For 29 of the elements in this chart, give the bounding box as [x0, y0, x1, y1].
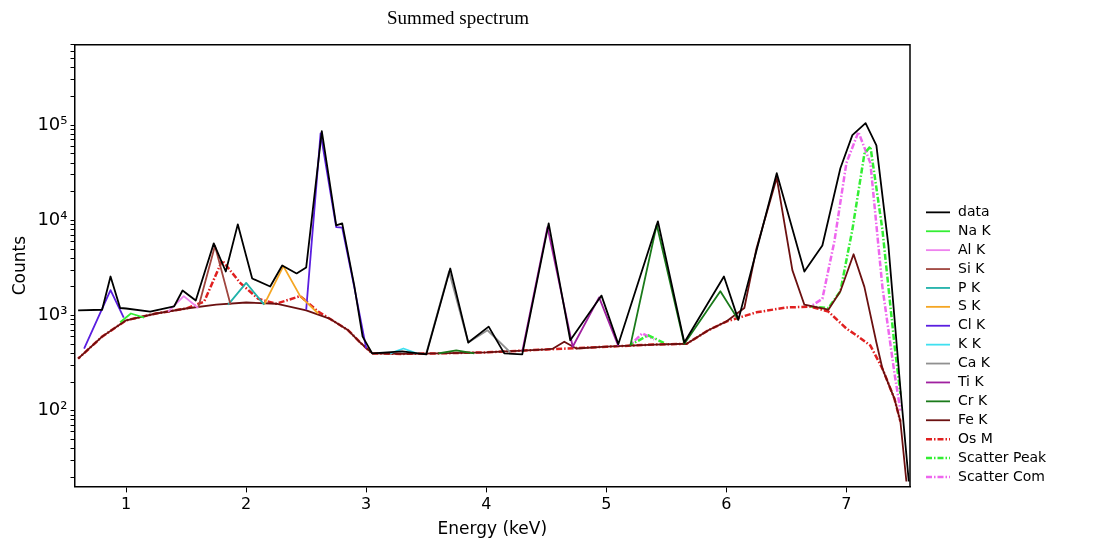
legend-label: Ti K: [957, 373, 985, 390]
x-axis-title: Energy (keV): [437, 518, 548, 539]
legend-label: Scatter Peak: [958, 448, 1048, 465]
x-tick-label: 7: [841, 494, 852, 514]
legend-label: data: [958, 202, 990, 219]
x-tick-label: 2: [241, 494, 252, 514]
y-axis-title: Counts: [8, 235, 29, 296]
x-tick-label: 6: [721, 494, 732, 514]
legend-label: P K: [958, 278, 981, 295]
x-tick-label: 3: [361, 494, 372, 514]
legend-label: Na K: [958, 221, 992, 238]
legend-label: Al K: [958, 240, 986, 257]
legend-label: Si K: [958, 259, 986, 276]
legend-label: Cl K: [958, 316, 987, 333]
y-tick-label: 10²: [37, 398, 68, 420]
x-tick-label: 1: [121, 494, 132, 514]
legend-label: Os M: [958, 429, 993, 446]
y-tick-label: 10³: [37, 303, 68, 325]
x-tick-label: 5: [601, 494, 612, 514]
legend-label: Ca K: [958, 354, 991, 371]
y-tick-label: 10⁴: [37, 208, 68, 230]
x-tick-label: 4: [481, 494, 492, 514]
y-tick-label: 10⁵: [37, 112, 68, 134]
legend-label: Cr K: [958, 391, 988, 408]
legend-label: Fe K: [958, 410, 989, 427]
legend-label: K K: [958, 335, 982, 352]
legend-label: S K: [958, 297, 982, 314]
chart-title: Summed spectrum: [387, 7, 530, 29]
legend-label: Scatter Com: [958, 467, 1045, 484]
